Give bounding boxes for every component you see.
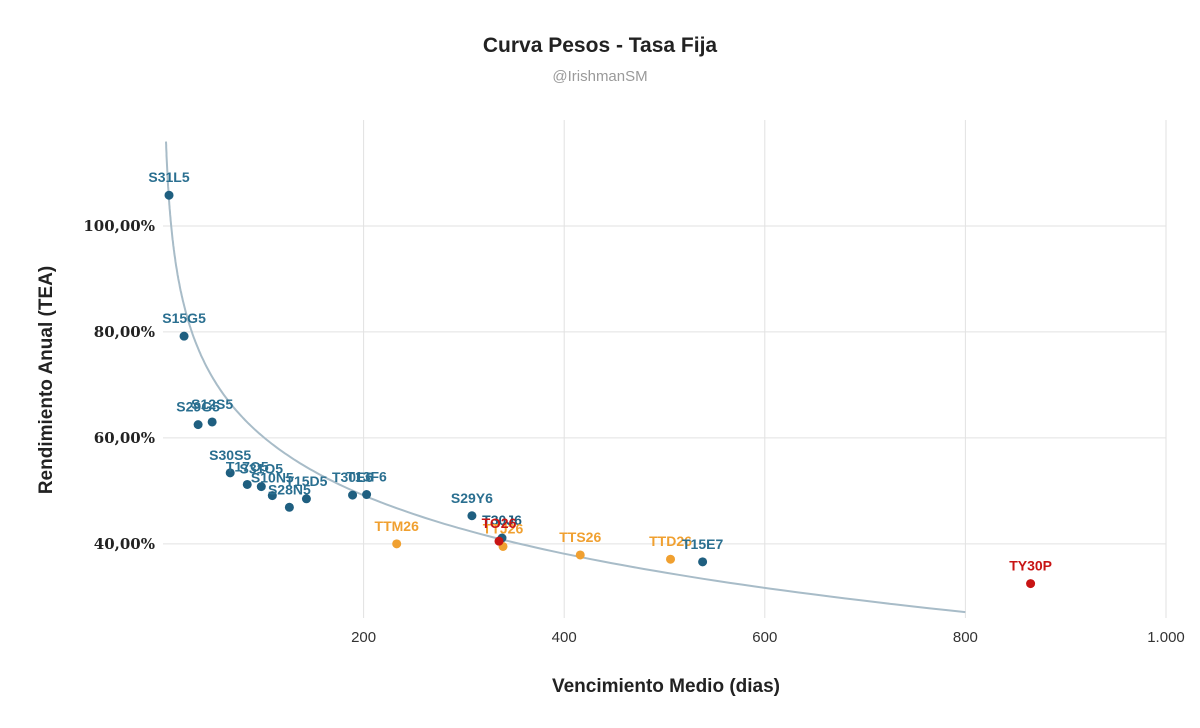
- point-label-t15e7: T15E7: [682, 536, 723, 552]
- point-to26: [494, 536, 504, 546]
- point-s30s5: [225, 468, 235, 478]
- y-tick-label: 100,00%: [83, 217, 155, 235]
- y-axis-label: Rendimiento Anual (TEA): [36, 266, 57, 494]
- point-s12s5: [207, 417, 217, 427]
- y-tick-label: 80,00%: [94, 323, 155, 341]
- point-label-ty30p: TY30P: [1009, 558, 1052, 574]
- point-tts26: [575, 550, 585, 560]
- point-t30e6: [348, 490, 358, 500]
- point-label-s12s5: S12S5: [191, 396, 233, 412]
- y-axis-ticks: 40,00% 60,00% 80,00% 100,00%: [83, 217, 155, 553]
- point-label-t15d5: T15D5: [285, 473, 327, 489]
- point-s31o5: [256, 482, 266, 492]
- grid: [163, 120, 1167, 618]
- point-label-s31l5: S31L5: [148, 169, 189, 185]
- point-ty30p: [1026, 579, 1036, 589]
- point-s28n5: [284, 502, 294, 512]
- point-s29g5: [193, 420, 203, 430]
- point-label-ttj26: TTJ26: [483, 520, 524, 536]
- point-label-s29g5: S29G5: [176, 399, 220, 415]
- point-label-t17o5: T17O5: [226, 458, 269, 474]
- point-label-to26: TO26: [482, 515, 517, 531]
- point-s31l5: [164, 190, 174, 200]
- point-label-t13f6: T13F6: [346, 469, 387, 485]
- point-label-s15g5: S15G5: [162, 310, 206, 326]
- x-tick-label: 400: [552, 629, 577, 646]
- data-points: [164, 190, 1036, 589]
- point-s29y6: [467, 511, 477, 521]
- point-label-t30e6: T30E6: [332, 469, 373, 485]
- point-t13f6: [362, 490, 372, 500]
- point-ttm26: [392, 539, 402, 549]
- x-tick-label: 1.000: [1147, 629, 1185, 646]
- point-label-s30s5: S30S5: [209, 447, 251, 463]
- point-label-ttd26: TTD26: [649, 533, 692, 549]
- point-t15d5: [301, 494, 311, 504]
- y-tick-label: 40,00%: [94, 535, 155, 553]
- x-tick-label: 800: [953, 629, 978, 646]
- x-tick-label: 600: [752, 629, 777, 646]
- point-s15g5: [179, 331, 189, 341]
- point-label-ttm26: TTM26: [375, 518, 420, 534]
- point-label-s28n5: S28N5: [268, 481, 311, 497]
- x-axis-ticks: 200 400 600 800 1.000: [351, 629, 1185, 646]
- point-label-tts26: TTS26: [559, 529, 601, 545]
- x-axis-label: Vencimiento Medio (dias): [552, 676, 780, 697]
- y-tick-label: 60,00%: [94, 429, 155, 447]
- point-ttd26: [666, 554, 676, 564]
- point-s10n5: [267, 491, 277, 501]
- point-label-t30j6: T30J6: [482, 512, 522, 528]
- chart-subtitle: @IrishmanSM: [552, 68, 648, 85]
- point-t15e7: [698, 557, 708, 567]
- point-label-s31o5: S31O5: [239, 461, 283, 477]
- point-label-s29y6: S29Y6: [451, 490, 493, 506]
- chart-title: Curva Pesos - Tasa Fija: [482, 34, 718, 57]
- x-tick-label: 200: [351, 629, 376, 646]
- point-label-s10n5: S10N5: [251, 470, 294, 486]
- trendline: [165, 141, 966, 614]
- point-t17o5: [242, 479, 252, 489]
